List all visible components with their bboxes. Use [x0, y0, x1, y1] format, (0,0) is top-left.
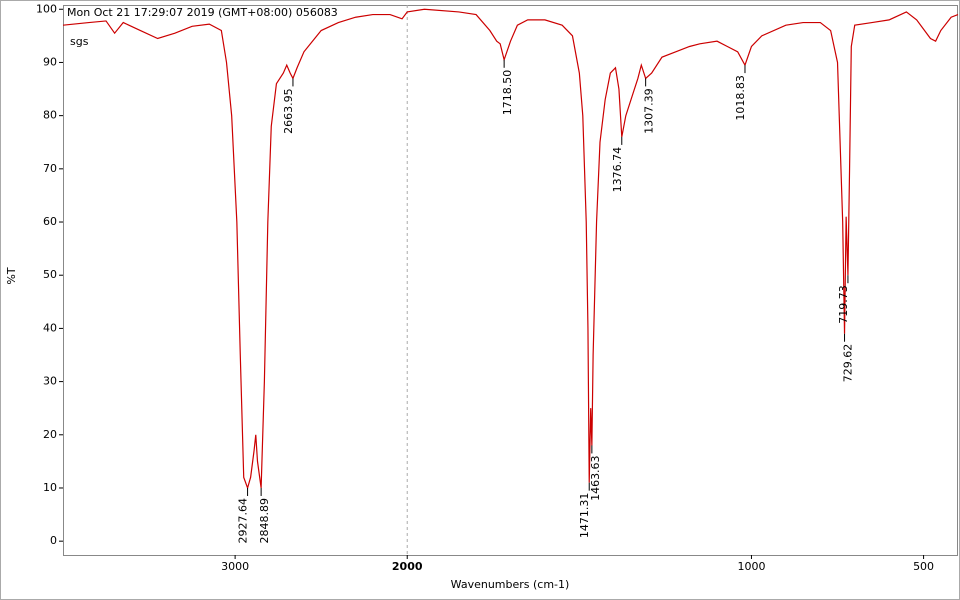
x-tick-label: 500	[913, 560, 934, 573]
plot-frame	[63, 5, 958, 556]
y-tick-label: 20	[43, 428, 57, 441]
peak-label: 2927.64	[237, 498, 250, 544]
y-tick-label: 10	[43, 481, 57, 494]
spectrum-line	[62, 8, 959, 490]
peak-label: 1718.50	[501, 70, 514, 116]
y-tick-label: 50	[43, 268, 57, 281]
header: Mon Oct 21 17:29:07 2019 (GMT+08:00) 056…	[67, 6, 338, 19]
x-tick-label: 3000	[221, 560, 249, 573]
peak-label: 1376.74	[611, 147, 624, 193]
y-tick-label: 80	[43, 109, 57, 122]
peak-label: 719.73	[837, 285, 850, 324]
x-axis-label: Wavenumbers (cm-1)	[451, 578, 570, 591]
y-tick-label: 30	[43, 375, 57, 388]
y-tick-label: 100	[36, 2, 57, 15]
peak-label: 1018.83	[734, 75, 747, 121]
y-tick-label: 40	[43, 321, 57, 334]
x-tick-label: 1000	[737, 560, 765, 573]
y-tick-label: 70	[43, 162, 57, 175]
peak-label: 729.62	[842, 344, 855, 383]
y-tick-label: 60	[43, 215, 57, 228]
peak-label: 1471.31	[578, 493, 591, 538]
peak-label: 2848.89	[258, 498, 271, 544]
peak-label: 2663.95	[282, 88, 295, 134]
peak-label: 1307.39	[643, 88, 656, 134]
x-tick-label: 2000	[392, 560, 423, 573]
peak-label: 1463.63	[589, 455, 602, 501]
y-tick-label: 90	[43, 55, 57, 68]
y-tick-label: 0	[50, 534, 57, 547]
y-axis-label: %T	[5, 267, 18, 284]
sample-name: sgs	[70, 35, 89, 48]
